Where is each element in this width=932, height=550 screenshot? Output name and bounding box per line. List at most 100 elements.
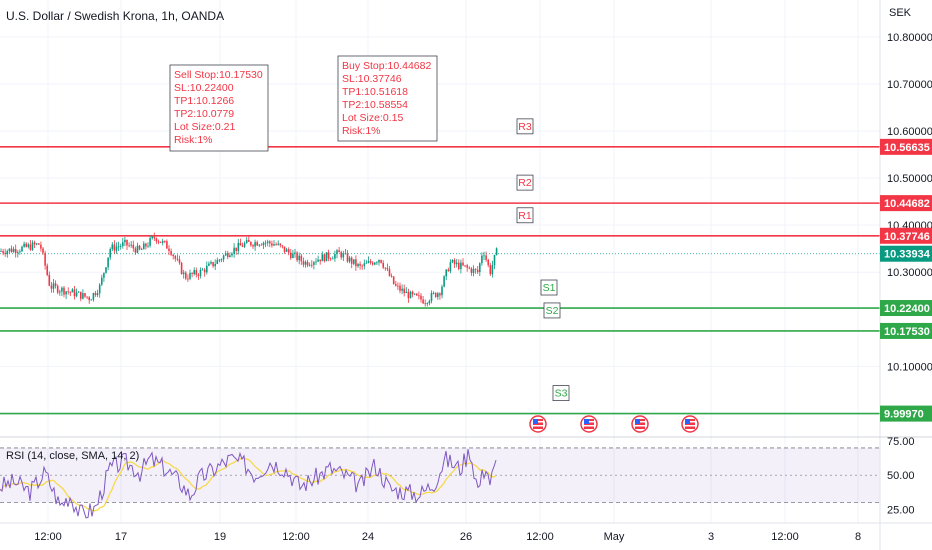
candle-body (453, 260, 456, 265)
us-flag-event-icon[interactable] (681, 415, 699, 433)
candle-body (332, 258, 334, 260)
price-label: 10.33934 (884, 249, 931, 261)
price-tick: 10.60000 (887, 126, 932, 138)
candle-body (325, 252, 328, 262)
candle-body (136, 245, 139, 253)
candle-body (90, 299, 93, 301)
candle-body (203, 269, 206, 273)
candle-body (210, 262, 212, 264)
candle-body (147, 245, 149, 247)
candle-body (65, 291, 67, 295)
candle-body (281, 245, 284, 247)
candle-body (489, 265, 492, 275)
candle-body (365, 262, 368, 264)
candle-body (405, 291, 408, 294)
candle-body (479, 263, 481, 273)
event-icons[interactable] (529, 415, 699, 433)
candle-body (50, 285, 53, 289)
candle-body (168, 248, 170, 252)
candle-body (86, 296, 88, 298)
candle-body (395, 284, 397, 286)
candle-body (172, 254, 174, 257)
candle-body (185, 272, 187, 279)
sell-annotation[interactable]: Sell Stop:10.17530 SL:10.22400 TP1:10.12… (169, 64, 269, 152)
annotation-line: SL:10.37746 (342, 73, 402, 85)
candle-body (374, 262, 376, 265)
candle-body (189, 272, 191, 279)
candle-body (140, 249, 143, 251)
candle-body (483, 255, 485, 257)
level-lines (0, 146, 880, 415)
candle-body (437, 293, 439, 297)
candle-body (237, 242, 240, 251)
level-tag-box (516, 118, 534, 135)
candle-body (231, 253, 233, 256)
candle-body (73, 289, 76, 297)
candle-body (59, 291, 61, 293)
candle-body (157, 241, 160, 243)
candle-body (300, 255, 303, 262)
time-tick: 24 (362, 531, 374, 543)
candle-body (371, 262, 374, 265)
candle-body (495, 248, 498, 255)
level-tag-s2: S2 (546, 305, 559, 317)
candle-body (218, 259, 221, 261)
time-tick: 12:00 (526, 531, 554, 543)
candle-body (109, 249, 111, 258)
price-label-bg (880, 322, 932, 339)
level-tag-box (543, 302, 561, 319)
candle-body (227, 253, 229, 258)
candle-body (466, 265, 468, 268)
candle-body (208, 263, 210, 266)
time-tick: 3 (708, 531, 714, 543)
candle-body (94, 293, 97, 295)
price-axis[interactable]: SEK 10.80000 10.70000 10.60000 10.50000 10.4… (879, 0, 932, 550)
candle-body (222, 255, 225, 260)
annotation-line: Risk:1% (342, 125, 381, 137)
candle-body (319, 259, 321, 262)
candle-body (491, 265, 494, 275)
candle-body (455, 262, 458, 265)
annotation-line: TP2:10.58554 (342, 99, 408, 111)
flag-stripe-white (533, 425, 543, 427)
candle-body (23, 243, 25, 247)
candle-body (119, 246, 122, 247)
candle-body (27, 244, 30, 247)
candle-body (67, 291, 69, 293)
candles (0, 232, 498, 307)
candle-body (481, 255, 483, 264)
candle-body (101, 277, 103, 285)
candle-body (472, 268, 475, 273)
annotation-line: TP2:10.0779 (174, 108, 234, 120)
level-tag-s1: S1 (543, 282, 556, 294)
candle-body (25, 243, 27, 247)
candle-body (82, 293, 84, 299)
us-flag-event-icon[interactable] (631, 415, 649, 433)
time-axis[interactable]: 12:00 17 19 12:00 24 26 12:00 May 3 12:00 8 (34, 531, 861, 543)
candle-body (392, 276, 395, 285)
candle-body (306, 261, 309, 266)
rsi-label: RSI (14, close, SMA, 14, 2) (6, 450, 139, 462)
candle-body (4, 252, 6, 255)
candle-body (285, 249, 288, 252)
candle-body (426, 303, 429, 305)
candle-body (302, 261, 305, 265)
candle-body (434, 292, 437, 297)
candle-body (327, 252, 330, 259)
candle-body (48, 274, 51, 286)
us-flag-event-icon[interactable] (580, 415, 598, 433)
candle-body (329, 258, 332, 260)
candle-body (283, 246, 286, 252)
candle-body (390, 275, 393, 277)
rsi-tick: 25.00 (887, 504, 915, 516)
candle-body (493, 254, 496, 266)
candle-body (315, 261, 317, 263)
buy-annotation[interactable]: Buy Stop:10.44682 SL:10.37746 TP1:10.516… (337, 55, 438, 142)
us-flag-event-icon[interactable] (529, 415, 547, 433)
candle-body (241, 245, 244, 247)
price-label: 10.37746 (884, 231, 930, 243)
candle-body (382, 262, 384, 268)
candle-body (69, 291, 72, 293)
candle-body (63, 287, 65, 295)
